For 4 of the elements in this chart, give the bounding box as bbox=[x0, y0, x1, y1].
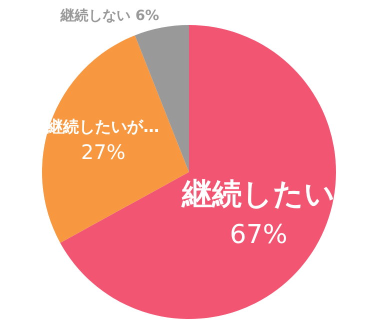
data-label: 67% bbox=[230, 220, 288, 250]
slice-label: 継続したい bbox=[181, 177, 336, 212]
slice-label: 継続しない 6% bbox=[60, 8, 160, 24]
data-label: 27% bbox=[81, 140, 126, 164]
